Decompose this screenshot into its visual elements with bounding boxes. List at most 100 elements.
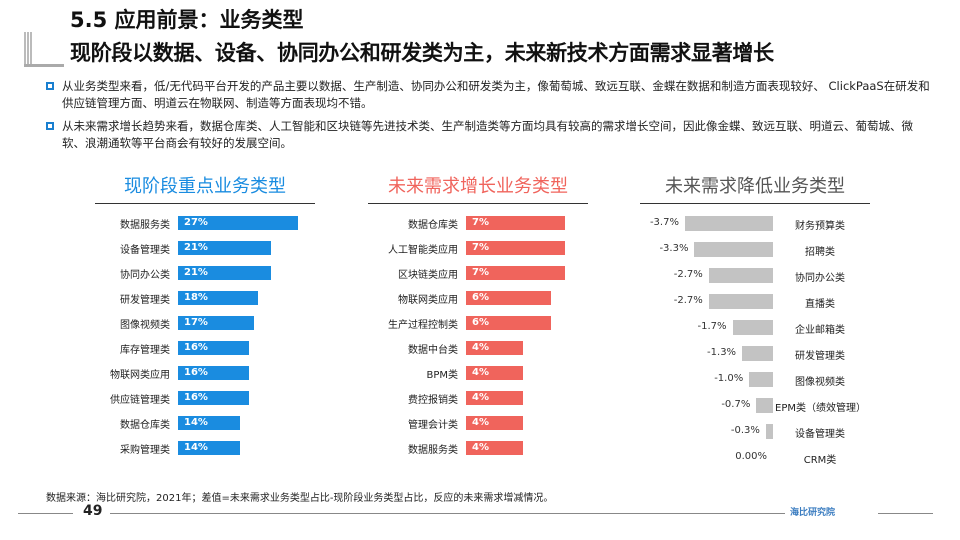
- category-label: 招聘类: [805, 247, 835, 258]
- section-title: 5.5 应用前景：业务类型: [70, 8, 304, 32]
- data-label: -0.3%: [730, 425, 760, 436]
- data-label: -1.7%: [697, 321, 727, 332]
- bar: [466, 416, 523, 430]
- data-label: 16%: [184, 367, 208, 378]
- data-label: -3.7%: [649, 217, 679, 228]
- bar: [684, 216, 773, 231]
- category-label: 费控报销类: [408, 395, 458, 406]
- category-label: 图像视频类: [120, 320, 170, 331]
- category-label: CRM类: [803, 455, 837, 466]
- bar: [466, 366, 523, 380]
- category-label: 图像视频类: [795, 377, 845, 388]
- bar: [466, 391, 523, 405]
- data-label: 4%: [472, 442, 489, 453]
- category-label: 协同办公类: [120, 270, 170, 281]
- footer-line: [878, 513, 933, 514]
- category-label: 物联网类应用: [398, 295, 458, 306]
- category-label: 企业邮箱类: [795, 325, 845, 336]
- data-label: 17%: [184, 317, 208, 328]
- logo: 海比研究院: [790, 508, 836, 518]
- bullet-square-icon: [46, 82, 54, 90]
- category-label: 协同办公类: [795, 273, 845, 284]
- bar: [178, 441, 241, 455]
- bar: [749, 372, 773, 387]
- data-label: -0.7%: [721, 399, 751, 410]
- bar: [466, 291, 552, 305]
- data-label: 14%: [184, 442, 208, 453]
- category-label: 区块链类应用: [398, 270, 458, 281]
- page-number: 49: [83, 503, 103, 519]
- bar: [466, 441, 523, 455]
- bar: [466, 316, 552, 330]
- bullet-text: 从未来需求增长趋势来看，数据仓库类、人工智能和区块链等先进技术类、生产制造类等方…: [62, 119, 913, 150]
- category-label: 物联网类应用: [110, 370, 170, 381]
- bar: [765, 424, 773, 439]
- category-label: 供应链管理类: [110, 395, 170, 406]
- data-label: 4%: [472, 367, 489, 378]
- bar: [708, 268, 773, 283]
- data-label: 4%: [472, 417, 489, 428]
- category-label: 采购管理类: [120, 445, 170, 456]
- data-label: 14%: [184, 417, 208, 428]
- category-label: EPM类（绩效管理）: [775, 403, 866, 414]
- bar: [694, 242, 773, 257]
- bar: [708, 294, 773, 309]
- bar: [178, 291, 259, 305]
- bullet-square-icon: [46, 122, 54, 130]
- bar: [178, 266, 272, 280]
- data-label: -1.0%: [714, 373, 744, 384]
- category-label: BPM类: [426, 370, 458, 381]
- data-label: 0.00%: [735, 451, 767, 462]
- data-label: 21%: [184, 242, 208, 253]
- data-label: 6%: [472, 317, 489, 328]
- data-label: -2.7%: [673, 295, 703, 306]
- footer-line: [110, 513, 785, 514]
- bullet-2: 从未来需求增长趋势来看，数据仓库类、人工智能和区块链等先进技术类、生产制造类等方…: [46, 118, 931, 152]
- category-label: 数据服务类: [120, 220, 170, 231]
- bar: [178, 391, 250, 405]
- bar: [742, 346, 773, 361]
- data-label: 7%: [472, 242, 489, 253]
- bar: [466, 341, 523, 355]
- data-source: 数据来源：海比研究院，2021年；差值=未来需求业务类型占比-现阶段业务类型占比…: [46, 493, 554, 504]
- divider: [640, 203, 870, 204]
- bar: [178, 241, 272, 255]
- data-label: -1.3%: [707, 347, 737, 358]
- category-label: 生产过程控制类: [388, 320, 458, 331]
- data-label: 16%: [184, 342, 208, 353]
- category-label: 研发管理类: [120, 295, 170, 306]
- chart-title-current: 现阶段重点业务类型: [124, 176, 286, 197]
- bar: [732, 320, 773, 335]
- bar: [466, 241, 566, 255]
- bar: [178, 366, 250, 380]
- category-label: 数据仓库类: [408, 220, 458, 231]
- footer-line: [18, 513, 73, 514]
- data-label: 4%: [472, 392, 489, 403]
- category-label: 直播类: [805, 299, 835, 310]
- title-decoration: [24, 32, 33, 66]
- category-label: 数据仓库类: [120, 420, 170, 431]
- bar: [466, 266, 566, 280]
- data-label: 6%: [472, 292, 489, 303]
- bullet-1: 从业务类型来看，低/无代码平台开发的产品主要以数据、生产制造、协同办公和研发类为…: [46, 78, 931, 112]
- category-label: 财务预算类: [795, 221, 845, 232]
- chart-title-growth: 未来需求增长业务类型: [388, 176, 568, 197]
- category-label: 设备管理类: [120, 245, 170, 256]
- data-label: -2.7%: [673, 269, 703, 280]
- bullet-text: 从业务类型来看，低/无代码平台开发的产品主要以数据、生产制造、协同办公和研发类为…: [62, 79, 930, 110]
- divider: [368, 203, 588, 204]
- category-label: 库存管理类: [120, 345, 170, 356]
- data-label: 7%: [472, 267, 489, 278]
- title-decoration-line: [24, 64, 64, 67]
- category-label: 数据服务类: [408, 445, 458, 456]
- data-label: 21%: [184, 267, 208, 278]
- data-label: 4%: [472, 342, 489, 353]
- category-label: 数据中台类: [408, 345, 458, 356]
- bar: [178, 316, 254, 330]
- data-label: 7%: [472, 217, 489, 228]
- category-label: 设备管理类: [795, 429, 845, 440]
- bar: [466, 216, 566, 230]
- divider: [95, 203, 315, 204]
- category-label: 研发管理类: [795, 351, 845, 362]
- bar: [178, 216, 299, 230]
